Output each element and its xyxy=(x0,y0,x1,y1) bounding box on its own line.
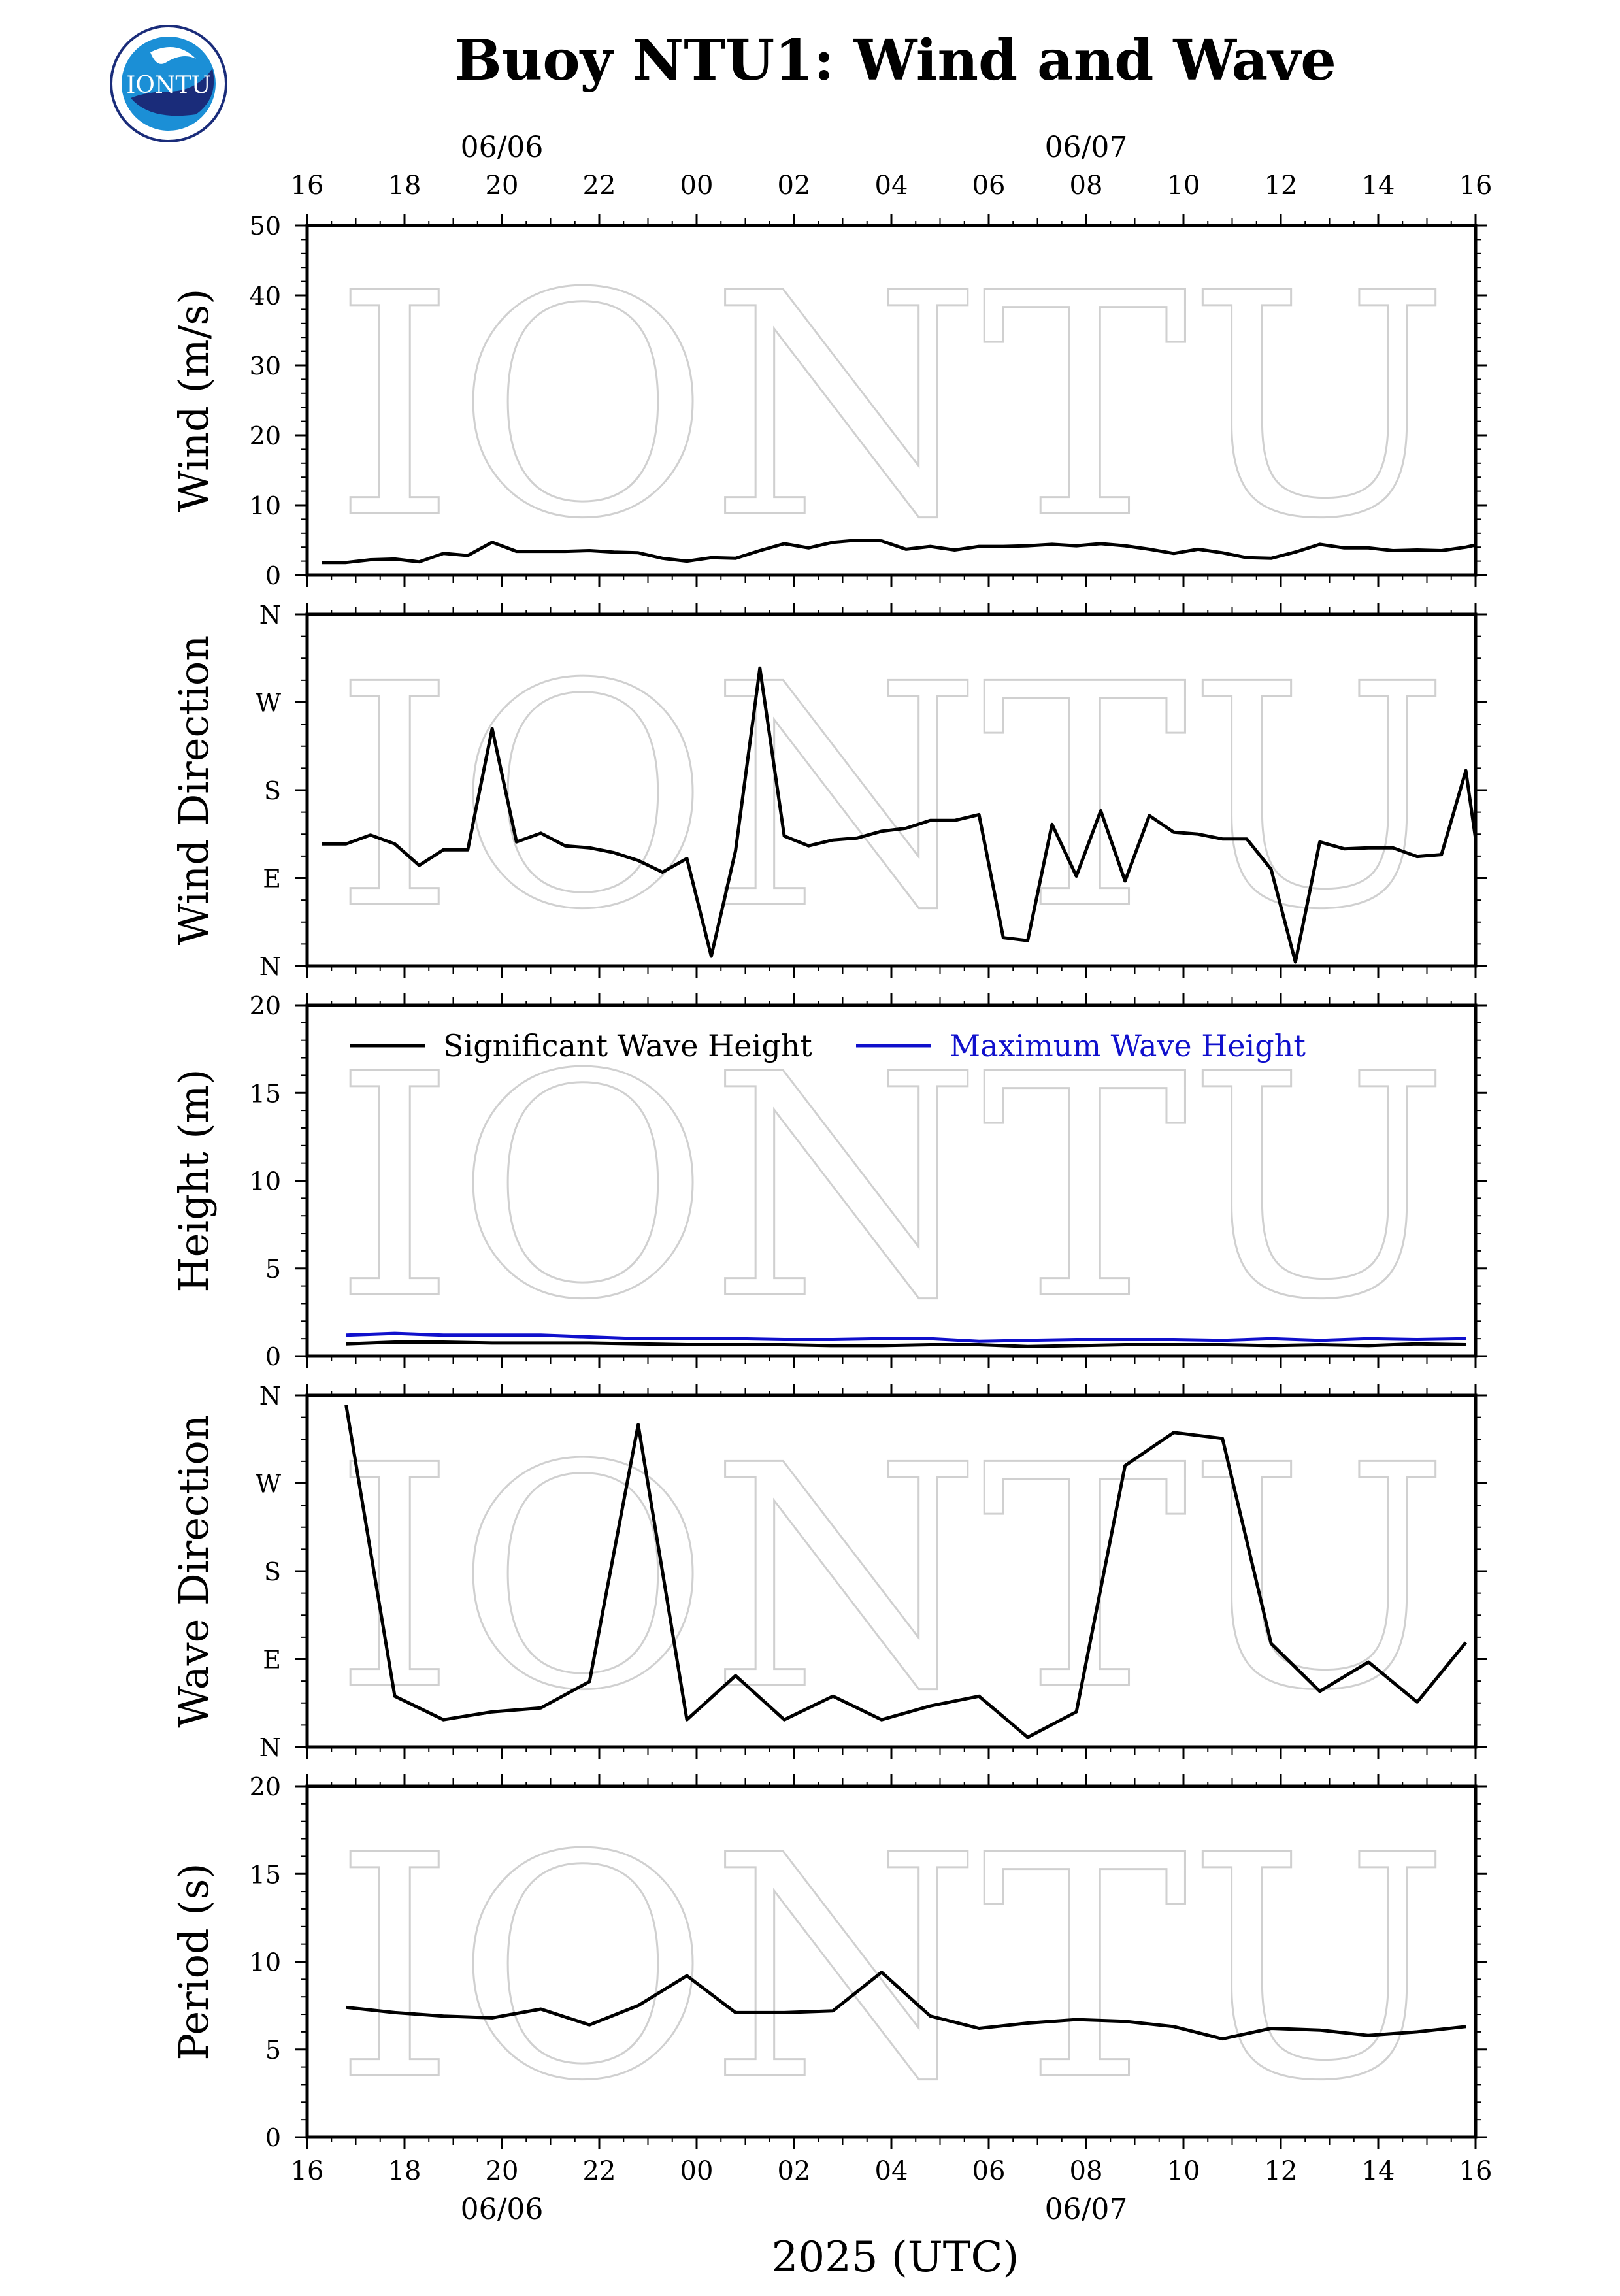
iontu-logo: IONTU xyxy=(110,25,227,142)
watermark-text: IONTU xyxy=(333,1790,1449,2148)
x-tick-label: 00 xyxy=(680,2156,714,2186)
x-tick-label-top: 00 xyxy=(680,171,714,201)
y-tick-label: 20 xyxy=(250,422,281,450)
y-tick-label: W xyxy=(256,1470,281,1499)
x-tick-label-top: 22 xyxy=(583,171,616,201)
date-label-bottom: 06/06 xyxy=(461,2193,544,2226)
series-line-wind-0 xyxy=(322,539,1476,565)
series-line-wind-direction-0 xyxy=(322,666,1478,964)
x-tick-label-top: 14 xyxy=(1362,171,1395,201)
y-tick-label: 20 xyxy=(250,1772,281,1801)
x-tick-label-top: 12 xyxy=(1265,171,1298,201)
x-tick-label: 08 xyxy=(1070,2156,1103,2186)
series-line-period-0 xyxy=(346,1971,1466,2041)
y-tick-label: 20 xyxy=(250,991,281,1020)
x-tick-label-top: 04 xyxy=(875,171,908,201)
y-tick-label: 30 xyxy=(250,352,281,380)
x-tick-label-top: 20 xyxy=(486,171,519,201)
x-tick-label: 18 xyxy=(388,2156,422,2186)
y-axis-label: Wind (m/s) xyxy=(170,289,218,512)
y-tick-label: 10 xyxy=(250,491,281,520)
x-tick-label-top: 16 xyxy=(291,171,324,201)
watermark-text: IONTU xyxy=(333,1009,1449,1367)
y-tick-label: N xyxy=(259,952,281,981)
x-tick-label: 16 xyxy=(291,2156,324,2186)
y-axis-label: Wave Direction xyxy=(170,1414,218,1727)
legend: Significant Wave Height Maximum Wave Heig… xyxy=(350,1028,1306,1063)
y-tick-label: W xyxy=(256,689,281,718)
y-tick-label: E xyxy=(263,865,281,893)
legend-label-maximum: Maximum Wave Height xyxy=(950,1028,1306,1063)
y-tick-label: 0 xyxy=(265,561,281,590)
panel-wave-height: IONTU 0 5 10 15 20 Height (m) Significant Wave … xyxy=(170,991,1487,1371)
y-axis-label: Period (s) xyxy=(170,1863,218,2060)
y-tick-label: 15 xyxy=(250,1079,281,1108)
x-tick-label: 02 xyxy=(778,2156,811,2186)
series-line-wave-height-0 xyxy=(346,1340,1466,1348)
y-tick-label: 50 xyxy=(250,212,281,241)
panel-wind-direction: IONTU N E S W N Wind Direction xyxy=(170,601,1487,981)
panel-period: IONTU 0 5 10 15 20 Period (s) xyxy=(170,1772,1487,2152)
date-label-top: 06/07 xyxy=(1045,131,1128,164)
chart-title: Buoy NTU1: Wind and Wave xyxy=(454,27,1336,93)
y-tick-label: 5 xyxy=(265,2036,281,2065)
y-tick-label: N xyxy=(259,1733,281,1762)
x-tick-label: 10 xyxy=(1167,2156,1200,2186)
x-tick-label: 14 xyxy=(1362,2156,1395,2186)
date-label-top: 06/06 xyxy=(461,131,544,164)
y-tick-label: 0 xyxy=(265,1342,281,1371)
series-line-wave-height-1 xyxy=(346,1331,1466,1343)
watermark-text: IONTU xyxy=(333,1400,1449,1757)
x-tick-label: 06 xyxy=(972,2156,1006,2186)
y-tick-label: 0 xyxy=(265,2123,281,2152)
y-tick-label: 10 xyxy=(250,1167,281,1196)
y-tick-label: 5 xyxy=(265,1255,281,1284)
y-tick-label: 15 xyxy=(250,1860,281,1889)
x-tick-label-top: 02 xyxy=(778,171,811,201)
x-tick-label: 04 xyxy=(875,2156,908,2186)
y-tick-label: 10 xyxy=(250,1948,281,1977)
legend-label-significant: Significant Wave Height xyxy=(443,1028,812,1063)
watermark-text: IONTU xyxy=(333,228,1449,586)
y-tick-label: N xyxy=(259,601,281,629)
panel-wave-direction: IONTU N E S W N Wave Direction xyxy=(170,1382,1487,1762)
y-tick-label: 40 xyxy=(250,282,281,310)
x-tick-label: 16 xyxy=(1459,2156,1493,2186)
y-tick-label: E xyxy=(263,1646,281,1674)
panel-wind: IONTU 0 10 20 30 40 50 Wind (m/s) xyxy=(170,212,1487,590)
x-tick-label-top: 10 xyxy=(1167,171,1200,201)
x-axis-bottom: 16 18 20 22 00 02 04 06 08 10 12 14 16 06/06 06/07 xyxy=(291,2156,1493,2226)
series-line-wave-direction-0 xyxy=(344,1405,1468,1739)
date-label-bottom: 06/07 xyxy=(1045,2193,1128,2226)
x-tick-label: 22 xyxy=(583,2156,616,2186)
x-axis-top: 16 18 20 22 00 02 04 06 08 10 12 14 16 06/06 06/07 xyxy=(291,131,1493,201)
x-tick-label-top: 08 xyxy=(1070,171,1103,201)
y-tick-label: S xyxy=(264,1557,281,1586)
y-axis-label: Wind Direction xyxy=(170,635,218,945)
watermark-text: IONTU xyxy=(333,619,1449,976)
x-tick-label: 20 xyxy=(486,2156,519,2186)
x-tick-label: 12 xyxy=(1265,2156,1298,2186)
y-axis-label: Height (m) xyxy=(170,1069,218,1293)
y-tick-label: S xyxy=(264,776,281,805)
x-axis-label: 2025 (UTC) xyxy=(772,2233,1019,2282)
x-tick-label-top: 16 xyxy=(1459,171,1493,201)
y-tick-label: N xyxy=(259,1382,281,1410)
x-tick-label-top: 06 xyxy=(972,171,1006,201)
x-tick-label-top: 18 xyxy=(388,171,422,201)
logo-text: IONTU xyxy=(126,72,211,99)
